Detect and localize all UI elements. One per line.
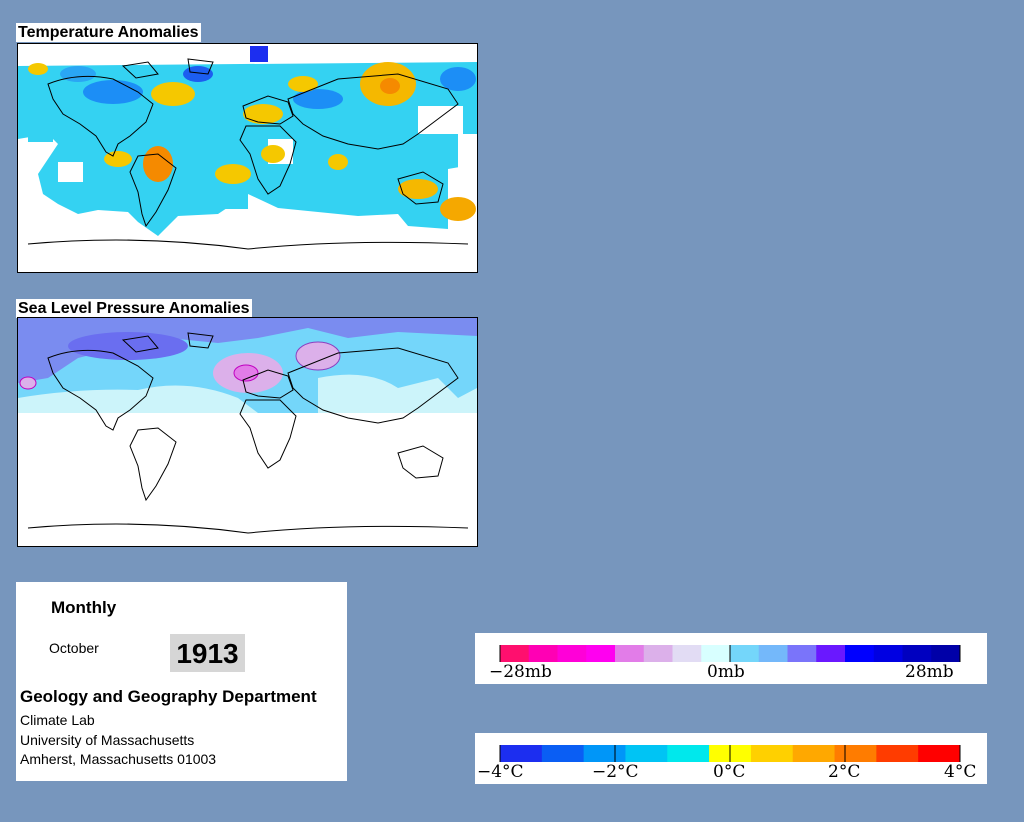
temperature-swatch (583, 745, 626, 762)
temperature-legend-label-2: 0°C (713, 762, 745, 782)
temperature-swatch (750, 745, 794, 762)
pressure-swatch (787, 645, 817, 662)
address: Amherst, Massachusetts 01003 (20, 751, 217, 767)
temperature-swatch (541, 745, 585, 762)
temperature-legend-label-0: −4°C (477, 762, 524, 782)
pressure-legend-label-max: 28mb (905, 662, 954, 682)
temperature-swatch (667, 745, 710, 762)
pressure-swatch (643, 645, 673, 662)
university-name: University of Massachusetts (20, 732, 195, 748)
year-label: 1913 (170, 634, 245, 672)
temperature-swatch (625, 745, 668, 762)
pressure-swatch (845, 645, 875, 662)
temperature-legend: −4°C −2°C 0°C 2°C 4°C (475, 733, 987, 784)
period-label: Monthly (51, 598, 117, 617)
pressure-swatch (615, 645, 645, 662)
pressure-swatch (931, 645, 961, 662)
temperature-swatch (876, 745, 919, 762)
temperature-map-graphic (18, 44, 477, 272)
pressure-legend: −28mb 0mb 28mb (475, 633, 987, 684)
pressure-swatch (586, 645, 616, 662)
pressure-legend-label-min: −28mb (489, 662, 552, 682)
month-label: October (49, 640, 99, 656)
temperature-legend-label-3: 2°C (828, 762, 860, 782)
lab-name: Climate Lab (20, 712, 95, 728)
pressure-swatch (672, 645, 702, 662)
temperature-anomaly-map (17, 43, 478, 273)
temperature-map-title: Temperature Anomalies (16, 23, 201, 42)
pressure-map-title: Sea Level Pressure Anomalies (16, 299, 252, 318)
pressure-swatch (816, 645, 846, 662)
pressure-swatch (873, 645, 903, 662)
pressure-anomaly-map (17, 317, 478, 547)
pressure-swatch (528, 645, 558, 662)
pressure-swatch (500, 645, 530, 662)
temperature-swatch (500, 745, 543, 762)
temperature-legend-colorbar (499, 745, 961, 762)
temperature-legend-label-1: −2°C (592, 762, 639, 782)
pressure-swatch (730, 645, 760, 662)
temperature-swatch (918, 745, 961, 762)
temperature-legend-label-4: 4°C (944, 762, 976, 782)
pressure-swatch (557, 645, 587, 662)
pressure-swatch (701, 645, 731, 662)
department-name: Geology and Geography Department (20, 687, 317, 706)
pressure-swatch (758, 645, 788, 662)
pressure-map-graphic (18, 318, 477, 546)
pressure-legend-label-zero: 0mb (707, 662, 745, 682)
info-panel: Monthly October 1913 Geology and Geograp… (16, 582, 347, 781)
temperature-swatch (792, 745, 836, 762)
temperature-swatch (834, 745, 877, 762)
pressure-swatch (902, 645, 932, 662)
pressure-legend-colorbar (499, 645, 961, 662)
